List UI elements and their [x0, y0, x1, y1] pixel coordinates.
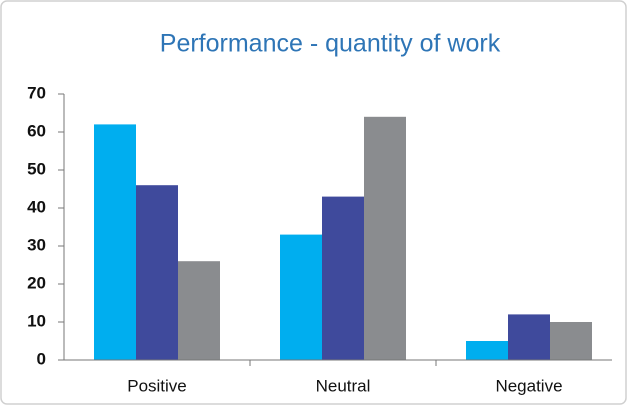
bar: [280, 234, 322, 360]
bar: [94, 124, 136, 361]
bar: [178, 261, 220, 360]
x-tick-label: Neutral: [316, 376, 371, 395]
bar: [364, 116, 406, 360]
y-tick-label: 60: [27, 121, 46, 140]
bar: [136, 185, 178, 360]
y-tick-label: 70: [27, 83, 46, 102]
x-tick-label: Positive: [127, 376, 187, 395]
y-tick-label: 10: [27, 311, 46, 330]
bar: [550, 322, 592, 360]
bar: [508, 314, 550, 360]
chart-title: Performance - quantity of work: [160, 30, 501, 58]
y-tick-label: 0: [37, 349, 46, 368]
y-tick-label: 50: [27, 159, 46, 178]
y-tick-label: 40: [27, 197, 46, 216]
bar: [322, 196, 364, 360]
x-tick-label: Negative: [495, 376, 562, 395]
y-tick-label: 20: [27, 273, 46, 292]
y-tick-label: 30: [27, 235, 46, 254]
bar: [466, 341, 508, 360]
